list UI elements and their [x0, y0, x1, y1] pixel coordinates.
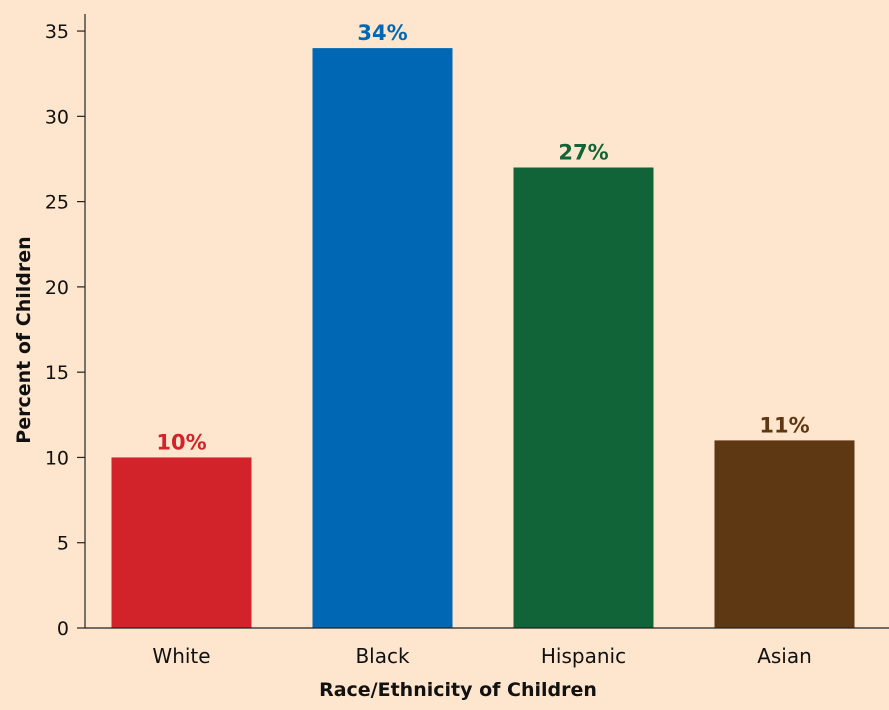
x-axis-title: Race/Ethnicity of Children [319, 679, 597, 701]
bar-white [111, 457, 252, 628]
y-tick-label: 25 [45, 192, 69, 214]
y-tick-label: 20 [45, 277, 69, 299]
labels-layer: 10% White 34% Black 27% Hispanic 11% Asian [152, 21, 811, 668]
data-label-black: 34% [357, 21, 407, 45]
y-tick-label: 10 [45, 447, 69, 469]
bar-asian [714, 440, 855, 628]
bars-layer [111, 48, 855, 629]
x-tick-label-black: Black [355, 644, 410, 668]
y-tick-label: 35 [45, 21, 69, 43]
data-label-hispanic: 27% [558, 141, 608, 165]
x-tick-label-white: White [152, 644, 210, 668]
data-label-white: 10% [156, 430, 206, 454]
axes-layer: 0 5 10 15 20 25 30 35 [45, 14, 889, 640]
y-tick-label: 5 [57, 533, 69, 555]
bar-black [312, 48, 453, 629]
y-tick-label: 15 [45, 362, 69, 384]
y-tick-label: 30 [45, 106, 69, 128]
bar-hispanic [513, 167, 654, 628]
y-axis-title: Percent of Children [13, 236, 35, 443]
x-tick-label-asian: Asian [757, 644, 812, 668]
data-label-asian: 11% [759, 413, 809, 437]
x-tick-label-hispanic: Hispanic [541, 644, 626, 668]
y-tick-label: 0 [57, 618, 69, 640]
